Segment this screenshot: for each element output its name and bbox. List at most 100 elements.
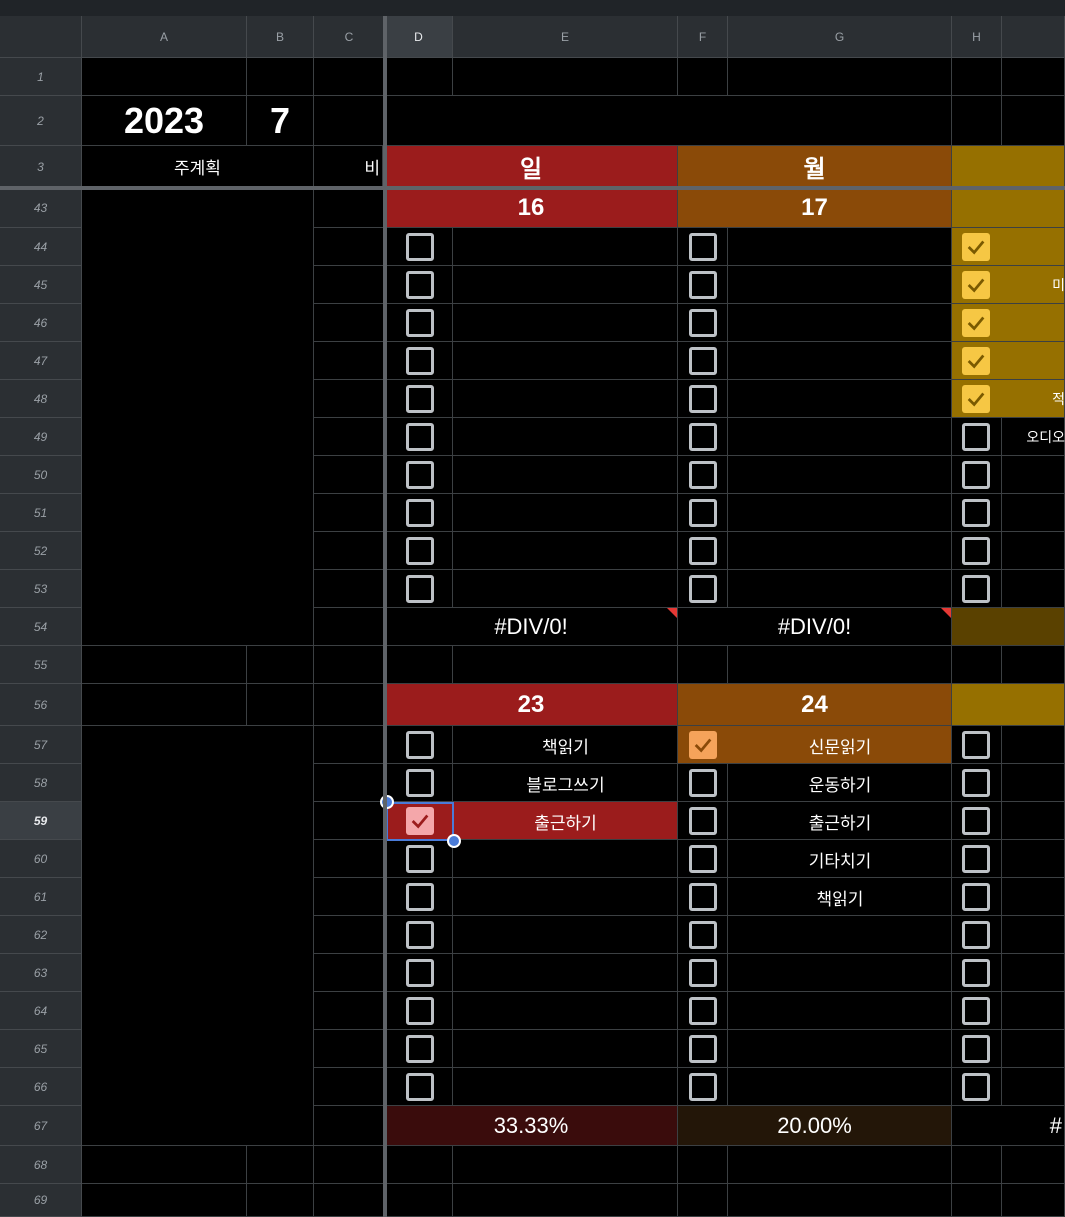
row-header-1[interactable]: 1 — [0, 58, 82, 96]
column-header-blank[interactable] — [1002, 16, 1065, 58]
column-header-H[interactable]: H — [952, 16, 1002, 58]
column-header-D[interactable]: D — [385, 16, 453, 58]
task-checkbox-tue[interactable] — [962, 1035, 990, 1063]
grid-cell[interactable] — [82, 1184, 247, 1217]
grid-cell[interactable] — [453, 380, 678, 418]
grid-cell[interactable] — [314, 802, 385, 840]
date-mon-week2[interactable]: 24 — [678, 684, 952, 726]
task-checkbox-mon[interactable] — [689, 499, 717, 527]
task-checkbox-mon[interactable] — [689, 883, 717, 911]
grid-cell[interactable] — [678, 646, 728, 684]
grid-cell[interactable] — [82, 646, 247, 684]
row-header-53[interactable]: 53 — [0, 570, 82, 608]
row-header-46[interactable]: 46 — [0, 304, 82, 342]
grid-cell[interactable] — [314, 916, 385, 954]
grid-cell[interactable] — [385, 1146, 453, 1184]
task-checkbox-sun[interactable] — [406, 347, 434, 375]
grid-cell[interactable] — [1002, 1146, 1065, 1184]
grid-cell[interactable] — [728, 1184, 952, 1217]
task-checkbox-sun[interactable] — [406, 461, 434, 489]
task-checkbox-mon[interactable] — [689, 921, 717, 949]
row-header-45[interactable]: 45 — [0, 266, 82, 304]
grid-cell[interactable] — [453, 646, 678, 684]
task-checkbox-mon[interactable] — [689, 575, 717, 603]
row-header-3[interactable]: 3 — [0, 146, 82, 188]
mon-task-text[interactable]: 신문읽기 — [808, 737, 872, 757]
grid-cell[interactable] — [728, 840, 952, 878]
month-cell[interactable]: 7 — [247, 96, 314, 146]
task-checkbox-tue[interactable] — [962, 845, 990, 873]
row-header-55[interactable]: 55 — [0, 646, 82, 684]
grid-cell[interactable] — [728, 646, 952, 684]
task-checkbox-tue-checked[interactable] — [962, 347, 990, 375]
grid-cell[interactable] — [314, 646, 385, 684]
task-checkbox-sun[interactable] — [406, 883, 434, 911]
row-header-57[interactable]: 57 — [0, 726, 82, 764]
task-checkbox-sun[interactable] — [406, 959, 434, 987]
row-header-48[interactable]: 48 — [0, 380, 82, 418]
grid-cell[interactable] — [952, 1184, 1002, 1217]
grid-cell[interactable] — [728, 878, 952, 916]
task-checkbox-tue[interactable] — [962, 499, 990, 527]
grid-cell[interactable] — [1002, 418, 1065, 456]
task-checkbox-mon[interactable] — [689, 959, 717, 987]
row-header-59[interactable]: 59 — [0, 802, 82, 840]
task-checkbox-tue[interactable] — [962, 883, 990, 911]
grid-cell[interactable] — [453, 840, 678, 878]
task-checkbox-tue[interactable] — [962, 461, 990, 489]
task-checkbox-mon[interactable] — [689, 233, 717, 261]
result-sun-week2[interactable]: 33.33% — [385, 1106, 678, 1146]
sun-task-text[interactable]: 출근하기 — [534, 813, 597, 833]
date-tue-week1[interactable] — [952, 188, 1065, 228]
result-mon-week1[interactable]: #DIV/0! — [678, 608, 952, 646]
day-name-tue[interactable] — [952, 146, 1065, 188]
grid-cell[interactable] — [314, 954, 385, 992]
task-checkbox-mon[interactable] — [689, 1035, 717, 1063]
grid-cell[interactable] — [314, 532, 385, 570]
grid-cell[interactable] — [314, 380, 385, 418]
task-checkbox-sun[interactable] — [406, 575, 434, 603]
week-plan-block-1[interactable] — [82, 188, 314, 646]
task-checkbox-sun[interactable] — [406, 423, 434, 451]
row-header-54[interactable]: 54 — [0, 608, 82, 646]
grid-cell[interactable] — [453, 494, 678, 532]
grid-cell[interactable] — [247, 58, 314, 96]
column-header-F[interactable]: F — [678, 16, 728, 58]
grid-cell[interactable] — [453, 228, 678, 266]
grid-cell[interactable] — [453, 916, 678, 954]
day-name-sun[interactable]: 일 — [385, 146, 678, 188]
grid-cell[interactable] — [453, 266, 678, 304]
task-checkbox-mon[interactable] — [689, 769, 717, 797]
day-name-mon[interactable]: 월 — [678, 146, 952, 188]
grid-cell[interactable] — [453, 878, 678, 916]
mon-task-text[interactable]: 기타치기 — [808, 851, 872, 871]
grid-cell[interactable] — [1002, 456, 1065, 494]
task-checkbox-tue[interactable] — [962, 423, 990, 451]
row-header-49[interactable]: 49 — [0, 418, 82, 456]
grid-cell[interactable] — [314, 608, 385, 646]
task-checkbox-sun[interactable] — [406, 537, 434, 565]
grid-cell[interactable] — [314, 342, 385, 380]
grid-cell[interactable] — [453, 342, 678, 380]
grid-cell[interactable] — [1002, 1068, 1065, 1106]
task-checkbox-mon[interactable] — [689, 997, 717, 1025]
row-header-56[interactable]: 56 — [0, 684, 82, 726]
task-checkbox-tue[interactable] — [962, 537, 990, 565]
grid-cell[interactable] — [314, 96, 385, 146]
mon-task-text[interactable]: 운동하기 — [808, 775, 872, 795]
grid-cell[interactable] — [728, 228, 952, 266]
grid-cell[interactable] — [1002, 954, 1065, 992]
grid-cell[interactable] — [678, 58, 728, 96]
row-header-50[interactable]: 50 — [0, 456, 82, 494]
grid-cell[interactable] — [247, 646, 314, 684]
grid-cell[interactable] — [314, 1068, 385, 1106]
row-header-67[interactable]: 67 — [0, 1106, 82, 1146]
grid-cell[interactable] — [385, 58, 453, 96]
corner-header[interactable] — [0, 16, 82, 58]
task-checkbox-tue[interactable] — [962, 731, 990, 759]
row-header-52[interactable]: 52 — [0, 532, 82, 570]
grid-cell[interactable] — [453, 304, 678, 342]
task-checkbox-mon[interactable] — [689, 309, 717, 337]
grid-cell[interactable] — [1002, 494, 1065, 532]
frozen-row-divider[interactable] — [0, 186, 1065, 190]
